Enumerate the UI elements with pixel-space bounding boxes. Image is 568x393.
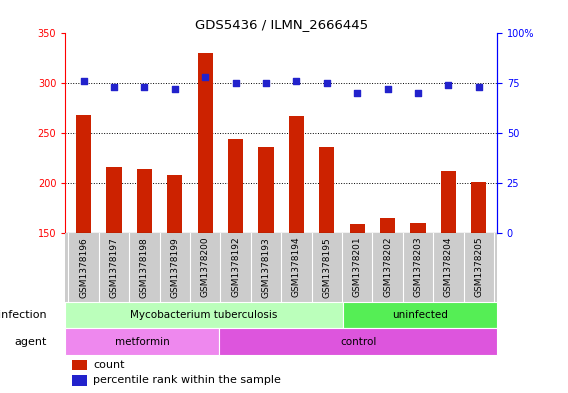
Text: GSM1378192: GSM1378192 xyxy=(231,237,240,298)
Point xyxy=(353,90,362,97)
Text: GSM1378196: GSM1378196 xyxy=(79,237,88,298)
Bar xyxy=(289,116,304,233)
Bar xyxy=(167,175,182,233)
Bar xyxy=(76,116,91,233)
Bar xyxy=(228,140,243,233)
Text: GSM1378199: GSM1378199 xyxy=(170,237,179,298)
Text: agent: agent xyxy=(14,336,47,347)
Bar xyxy=(258,147,274,233)
Bar xyxy=(319,147,335,233)
Point xyxy=(322,80,331,86)
Bar xyxy=(106,167,122,233)
Text: uninfected: uninfected xyxy=(392,310,448,320)
Bar xyxy=(441,171,456,233)
Bar xyxy=(72,375,87,386)
Text: GSM1378201: GSM1378201 xyxy=(353,237,362,298)
Text: GSM1378204: GSM1378204 xyxy=(444,237,453,298)
Text: control: control xyxy=(340,336,377,347)
Point xyxy=(292,78,301,84)
Bar xyxy=(72,360,87,370)
Point xyxy=(170,86,179,93)
Text: GSM1378195: GSM1378195 xyxy=(322,237,331,298)
Text: percentile rank within the sample: percentile rank within the sample xyxy=(93,375,281,386)
Text: GSM1378205: GSM1378205 xyxy=(474,237,483,298)
Text: GSM1378194: GSM1378194 xyxy=(292,237,301,298)
Bar xyxy=(65,329,219,355)
Bar xyxy=(65,302,343,329)
Point xyxy=(140,84,149,90)
Bar xyxy=(471,182,486,233)
Bar xyxy=(343,302,497,329)
Point xyxy=(383,86,392,93)
Point xyxy=(79,78,88,84)
Bar xyxy=(137,169,152,233)
Bar xyxy=(410,224,425,233)
Point xyxy=(261,80,270,86)
Text: metformin: metformin xyxy=(115,336,170,347)
Point xyxy=(414,90,423,97)
Point xyxy=(110,84,119,90)
Text: count: count xyxy=(93,360,125,370)
Text: GSM1378203: GSM1378203 xyxy=(414,237,423,298)
Point xyxy=(231,80,240,86)
Point xyxy=(201,74,210,81)
Title: GDS5436 / ILMN_2666445: GDS5436 / ILMN_2666445 xyxy=(195,18,367,31)
Text: GSM1378198: GSM1378198 xyxy=(140,237,149,298)
Text: GSM1378200: GSM1378200 xyxy=(201,237,210,298)
Text: GSM1378193: GSM1378193 xyxy=(261,237,270,298)
Text: GSM1378197: GSM1378197 xyxy=(110,237,119,298)
Point xyxy=(444,82,453,88)
Text: infection: infection xyxy=(0,310,47,320)
Text: Mycobacterium tuberculosis: Mycobacterium tuberculosis xyxy=(131,310,278,320)
Bar xyxy=(349,224,365,233)
Point xyxy=(474,84,483,90)
Bar xyxy=(219,329,497,355)
Bar xyxy=(380,219,395,233)
Text: GSM1378202: GSM1378202 xyxy=(383,237,392,298)
Bar xyxy=(198,53,213,233)
